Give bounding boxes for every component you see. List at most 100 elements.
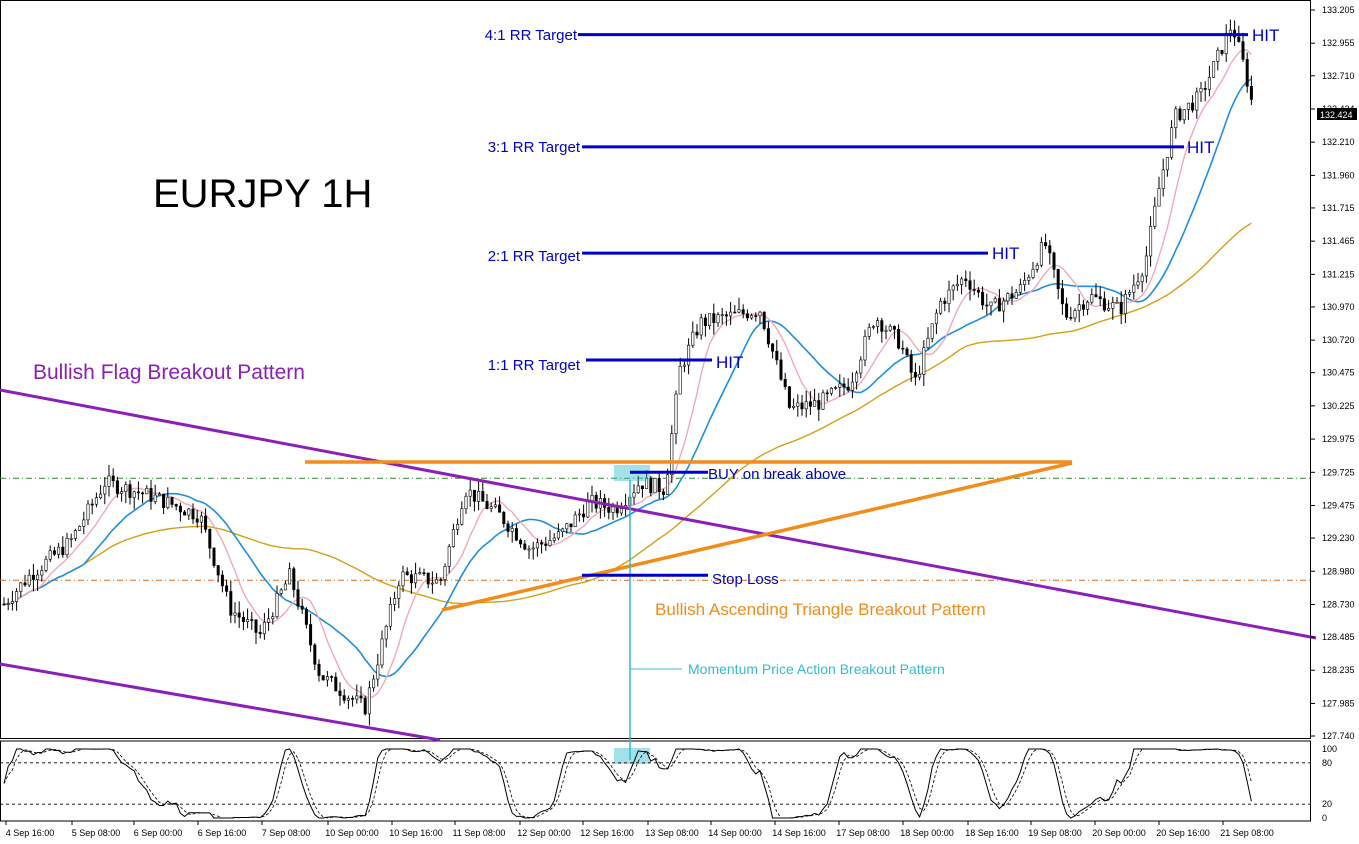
candle-body <box>636 485 640 494</box>
candle-body <box>880 320 884 332</box>
candle-body <box>514 528 518 541</box>
candle-body <box>1006 293 1010 302</box>
candle-body <box>15 591 19 602</box>
candle-body <box>166 497 170 508</box>
candle-body <box>262 621 266 635</box>
price-axis: 133.205 132.955 132.710 132.424 132.210 131.9… <box>1310 5 1355 741</box>
candle-body <box>1144 255 1148 277</box>
candle-body <box>430 582 434 585</box>
rr3-target-label: 3:1 RR Target <box>488 139 581 156</box>
candle-body <box>997 298 1001 312</box>
candle-body <box>934 312 938 325</box>
candle-body <box>905 348 909 355</box>
momentum-oscillator-box <box>614 748 650 764</box>
candle-body <box>943 300 947 304</box>
candle-body <box>708 313 712 326</box>
time-tick-label: 13 Sep 08:00 <box>645 828 699 838</box>
candle-body <box>821 392 825 410</box>
candle-body <box>317 663 321 676</box>
candle-body <box>460 508 464 525</box>
price-tick-label: 133.205 <box>1322 5 1355 15</box>
price-tick-label: 130.225 <box>1322 401 1355 411</box>
time-tick-label: 6 Sep 16:00 <box>198 828 247 838</box>
candle-body <box>649 477 653 494</box>
time-tick-label: 5 Sep 08:00 <box>72 828 121 838</box>
candle-body <box>611 506 615 513</box>
candle-body <box>52 550 56 555</box>
candle-body <box>393 598 397 605</box>
candle-body <box>787 386 791 408</box>
candle-body <box>384 625 388 640</box>
candle-body <box>1140 275 1144 283</box>
candle-body <box>1228 29 1232 34</box>
price-candles <box>2 19 1253 726</box>
price-tick-label: 130.475 <box>1322 368 1355 378</box>
candle-body <box>10 601 14 604</box>
price-tick-label: 132.955 <box>1322 38 1355 48</box>
candle-body <box>346 698 350 701</box>
candle-body <box>23 582 27 586</box>
pink-moving-average <box>3 48 1252 699</box>
candle-body <box>645 477 649 490</box>
buy-entry-label: BUY on break above <box>708 466 846 483</box>
time-tick-label: 4 Sep 16:00 <box>6 828 55 838</box>
candle-body <box>540 542 544 545</box>
time-tick-label: 10 Sep 16:00 <box>389 828 443 838</box>
candle-body <box>817 400 821 410</box>
candle-body <box>157 493 161 496</box>
candle-body <box>876 320 880 327</box>
candle-body <box>519 539 523 545</box>
stop-loss-label: Stop Loss <box>712 571 779 588</box>
candle-body <box>258 632 262 635</box>
candle-body <box>1174 108 1178 128</box>
price-tick-label: 128.980 <box>1322 566 1355 576</box>
candle-body <box>288 568 292 585</box>
candle-body <box>674 393 678 434</box>
candle-body <box>1018 284 1022 293</box>
candle-body <box>313 644 317 665</box>
candle-body <box>922 347 926 375</box>
target-lines <box>578 33 1248 577</box>
candle-body <box>283 583 287 591</box>
candle-body <box>86 503 90 521</box>
candle-body <box>846 386 850 391</box>
candle-body <box>57 546 61 555</box>
candle-body <box>859 359 863 374</box>
candle-body <box>544 543 548 546</box>
time-tick-label: 18 Sep 16:00 <box>965 828 1019 838</box>
candle-body <box>1128 292 1132 295</box>
candle-body <box>73 530 77 539</box>
candle-body <box>334 676 338 692</box>
candle-body <box>842 383 846 388</box>
price-tick-label: 130.970 <box>1322 302 1355 312</box>
price-tick-label: 127.740 <box>1322 731 1355 741</box>
candle-body <box>195 518 199 523</box>
candle-body <box>405 571 409 575</box>
rr2-target-label: 2:1 RR Target <box>488 248 581 265</box>
pattern-lines <box>0 388 1317 764</box>
candle-body <box>1031 269 1035 278</box>
candle-body <box>632 492 636 498</box>
candle-body <box>1077 304 1081 311</box>
candle-body <box>456 524 460 530</box>
candle-body <box>498 504 502 513</box>
candle-body <box>187 508 191 516</box>
candle-body <box>233 612 237 616</box>
candle-body <box>1069 317 1073 319</box>
candle-body <box>309 624 313 646</box>
time-tick-label: 11 Sep 08:00 <box>453 828 506 838</box>
candle-body <box>792 405 796 408</box>
candle-body <box>464 495 468 510</box>
candle-body <box>1111 302 1115 309</box>
candle-body <box>367 687 371 715</box>
price-tick-label: 131.465 <box>1322 236 1355 246</box>
rr1-target-label: 1:1 RR Target <box>488 357 581 374</box>
candle-body <box>670 433 674 475</box>
candle-body <box>1207 77 1211 90</box>
candle-body <box>1086 301 1090 310</box>
candle-body <box>1094 294 1098 297</box>
candle-body <box>556 531 560 539</box>
candle-body <box>527 548 531 551</box>
time-tick-label: 17 Sep 08:00 <box>836 828 890 838</box>
time-tick-label: 10 Sep 00:00 <box>325 828 379 838</box>
